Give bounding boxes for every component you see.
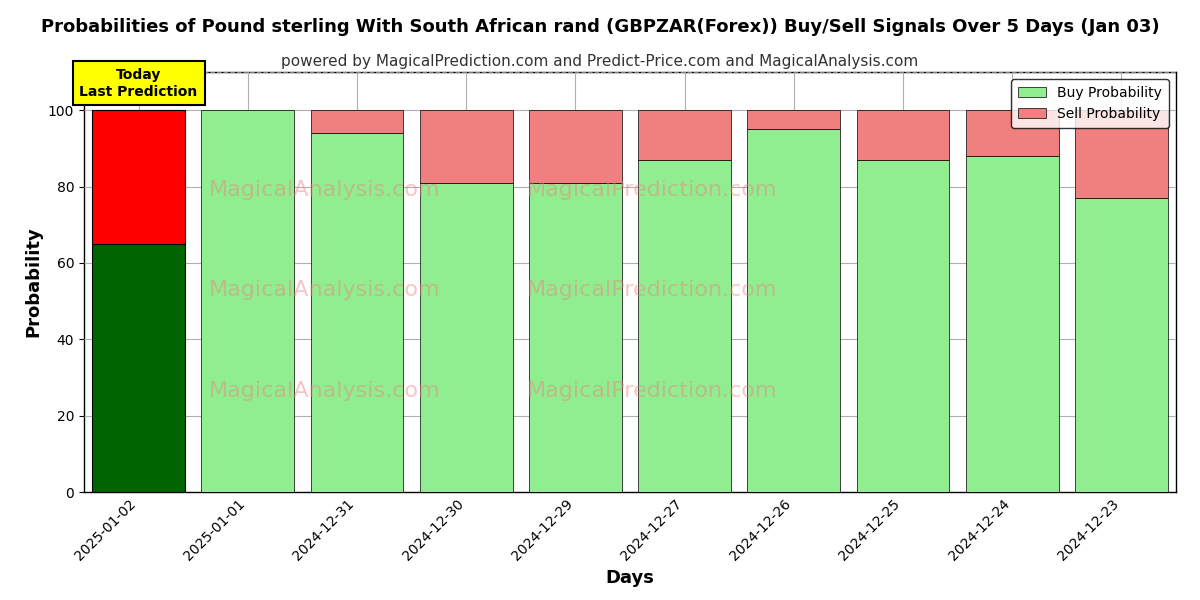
Bar [857, 110, 949, 160]
Bar [748, 129, 840, 492]
Text: MagicalAnalysis.com: MagicalAnalysis.com [209, 381, 440, 401]
Text: Probabilities of Pound sterling With South African rand (GBPZAR(Forex)) Buy/Sell: Probabilities of Pound sterling With Sou… [41, 18, 1159, 36]
Bar [857, 160, 949, 492]
Bar [529, 110, 622, 183]
Bar [420, 110, 512, 183]
Bar [311, 110, 403, 133]
Text: MagicalPrediction.com: MagicalPrediction.com [527, 179, 778, 200]
Text: Today
Last Prediction: Today Last Prediction [79, 68, 198, 98]
Bar [966, 156, 1058, 492]
Bar [92, 110, 185, 244]
Text: MagicalAnalysis.com: MagicalAnalysis.com [209, 280, 440, 301]
Bar [420, 183, 512, 492]
Bar [1075, 110, 1168, 198]
Bar [92, 244, 185, 492]
X-axis label: Days: Days [606, 569, 654, 587]
Bar [202, 110, 294, 492]
Legend: Buy Probability, Sell Probability: Buy Probability, Sell Probability [1012, 79, 1169, 128]
Bar [638, 110, 731, 160]
Bar [638, 160, 731, 492]
Text: MagicalPrediction.com: MagicalPrediction.com [527, 381, 778, 401]
Text: MagicalAnalysis.com: MagicalAnalysis.com [209, 179, 440, 200]
Bar [748, 110, 840, 129]
Bar [1075, 198, 1168, 492]
Y-axis label: Probability: Probability [24, 227, 42, 337]
Bar [311, 133, 403, 492]
Bar [529, 183, 622, 492]
Text: MagicalPrediction.com: MagicalPrediction.com [527, 280, 778, 301]
Text: powered by MagicalPrediction.com and Predict-Price.com and MagicalAnalysis.com: powered by MagicalPrediction.com and Pre… [281, 54, 919, 69]
Bar [966, 110, 1058, 156]
